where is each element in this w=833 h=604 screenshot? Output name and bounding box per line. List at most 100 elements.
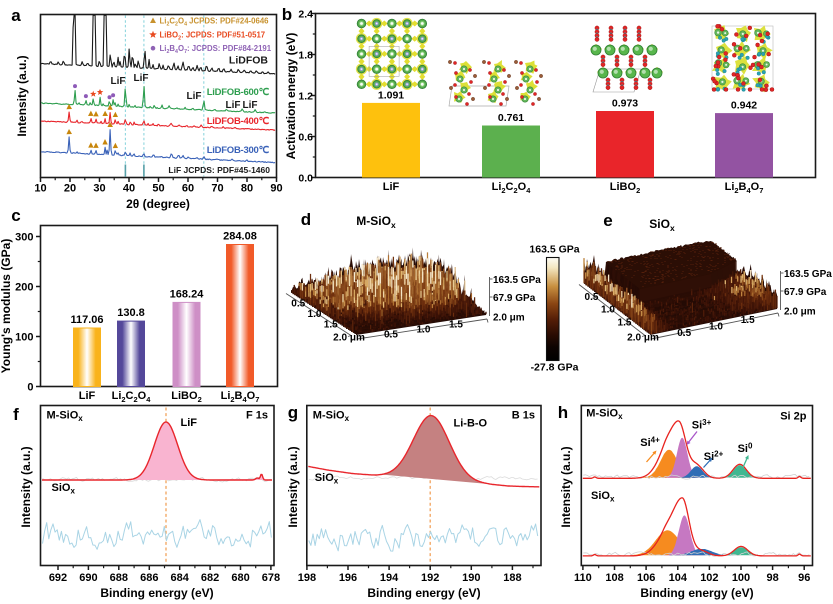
svg-text:LiBO2​: JCPDS: PDF#51-0517: LiBO2​: JCPDS: PDF#51-0517 bbox=[160, 31, 266, 42]
svg-text:1.0: 1.0 bbox=[417, 325, 431, 336]
svg-text:1.0: 1.0 bbox=[308, 309, 322, 320]
svg-text:LiF: LiF bbox=[187, 91, 202, 102]
svg-text:Young's modulus (GPa): Young's modulus (GPa) bbox=[0, 239, 13, 374]
svg-text:LiF: LiF bbox=[111, 76, 126, 87]
svg-text:0: 0 bbox=[27, 382, 33, 394]
svg-text:LiDFOB: LiDFOB bbox=[229, 55, 268, 67]
svg-text:130.8: 130.8 bbox=[117, 307, 145, 319]
svg-text:b: b bbox=[282, 5, 292, 24]
svg-text:198: 198 bbox=[298, 572, 316, 584]
svg-text:a: a bbox=[11, 6, 21, 25]
svg-text:LiF: LiF bbox=[226, 100, 241, 111]
svg-text:0.0: 0.0 bbox=[298, 172, 313, 184]
svg-text:0.973: 0.973 bbox=[612, 98, 638, 110]
svg-text:188: 188 bbox=[503, 572, 521, 584]
svg-text:2θ (degree): 2θ (degree) bbox=[126, 197, 190, 211]
svg-text:Binding energy (eV): Binding energy (eV) bbox=[100, 586, 213, 600]
svg-text:Li2​C2​O4​: Li2​C2​O4​ bbox=[112, 390, 152, 404]
svg-text:163.5 GPa: 163.5 GPa bbox=[784, 269, 832, 280]
svg-text:d: d bbox=[301, 210, 311, 229]
svg-text:692: 692 bbox=[49, 572, 67, 584]
svg-text:c: c bbox=[11, 206, 20, 225]
svg-text:LiF: LiF bbox=[181, 417, 198, 429]
svg-text:Binding energy (eV): Binding energy (eV) bbox=[367, 586, 480, 600]
svg-text:LiF: LiF bbox=[134, 73, 149, 84]
svg-text:Activation energy (eV): Activation energy (eV) bbox=[284, 33, 298, 160]
svg-text:1.5: 1.5 bbox=[741, 315, 755, 326]
svg-text:690: 690 bbox=[79, 572, 97, 584]
svg-text:300: 300 bbox=[15, 232, 33, 244]
svg-text:2.0 μm: 2.0 μm bbox=[627, 333, 659, 344]
svg-text:102: 102 bbox=[700, 572, 718, 584]
svg-text:LiF: LiF bbox=[383, 181, 400, 193]
svg-text:1.0: 1.0 bbox=[709, 322, 723, 333]
svg-text:67.9 GPa: 67.9 GPa bbox=[784, 287, 827, 298]
svg-text:0.5: 0.5 bbox=[384, 330, 398, 341]
svg-text:Li2​C2​O4​: Li2​C2​O4​ bbox=[492, 181, 532, 195]
svg-text:1.091: 1.091 bbox=[378, 89, 404, 101]
svg-text:2.0 μm: 2.0 μm bbox=[333, 333, 365, 344]
svg-text:60: 60 bbox=[182, 183, 194, 195]
svg-text:F 1s: F 1s bbox=[246, 410, 268, 422]
svg-text:M-SiOx: M-SiOx bbox=[356, 214, 396, 230]
svg-text:96: 96 bbox=[798, 572, 810, 584]
svg-text:70: 70 bbox=[211, 183, 223, 195]
svg-text:LiF JCPDS: PDF#45-1460: LiF JCPDS: PDF#45-1460 bbox=[168, 165, 270, 175]
svg-text:1.8: 1.8 bbox=[298, 49, 313, 61]
svg-text:196: 196 bbox=[339, 572, 357, 584]
svg-text:Li2​C2​O4​ JCPDS: PDF#24-0646: Li2​C2​O4​ JCPDS: PDF#24-0646 bbox=[160, 17, 270, 28]
svg-text:Li2​B4​O7​: Li2​B4​O7​ bbox=[725, 181, 764, 195]
svg-text:98: 98 bbox=[766, 572, 778, 584]
svg-text:100: 100 bbox=[15, 332, 33, 344]
svg-text:100: 100 bbox=[732, 572, 750, 584]
svg-text:LiF: LiF bbox=[79, 390, 96, 402]
svg-text:0.761: 0.761 bbox=[498, 112, 524, 124]
svg-text:200: 200 bbox=[15, 282, 33, 294]
svg-text:1.5: 1.5 bbox=[618, 317, 632, 328]
svg-text:f: f bbox=[13, 405, 19, 424]
svg-text:0.942: 0.942 bbox=[731, 100, 757, 112]
svg-text:g: g bbox=[288, 403, 298, 422]
svg-text:678: 678 bbox=[262, 572, 280, 584]
svg-text:Intensity (a.u.): Intensity (a.u.) bbox=[286, 446, 300, 527]
svg-text:2.4: 2.4 bbox=[298, 8, 313, 20]
svg-text:1.5: 1.5 bbox=[324, 320, 338, 331]
svg-text:80: 80 bbox=[241, 183, 253, 195]
svg-text:684: 684 bbox=[171, 572, 190, 584]
svg-text:LiDFOB-400℃: LiDFOB-400℃ bbox=[207, 116, 270, 127]
svg-text:M-SiOx: M-SiOx bbox=[47, 410, 84, 424]
svg-text:2.0 μm: 2.0 μm bbox=[784, 307, 816, 318]
svg-text:h: h bbox=[558, 403, 568, 422]
svg-text:40: 40 bbox=[123, 183, 135, 195]
svg-text:e: e bbox=[603, 211, 612, 230]
svg-text:682: 682 bbox=[201, 572, 219, 584]
svg-text:686: 686 bbox=[140, 572, 158, 584]
svg-text:Li-B-O: Li-B-O bbox=[454, 418, 488, 430]
svg-text:M-SiOx: M-SiOx bbox=[586, 408, 623, 422]
svg-text:1.5: 1.5 bbox=[449, 320, 463, 331]
svg-text:M-SiOx: M-SiOx bbox=[313, 410, 350, 424]
svg-text:163.5 GPa: 163.5 GPa bbox=[493, 275, 541, 286]
svg-text:117.06: 117.06 bbox=[70, 314, 103, 326]
svg-text:194: 194 bbox=[380, 572, 399, 584]
svg-text:2.0 μm: 2.0 μm bbox=[493, 313, 525, 324]
svg-text:Li2​B4​O7​: JCPDS: PDF#84-2191: Li2​B4​O7​: JCPDS: PDF#84-2191 bbox=[160, 44, 272, 55]
svg-text:30: 30 bbox=[93, 183, 105, 195]
svg-text:106: 106 bbox=[637, 572, 655, 584]
svg-text:10: 10 bbox=[34, 183, 46, 195]
svg-text:0.5: 0.5 bbox=[585, 292, 599, 303]
svg-text:680: 680 bbox=[231, 572, 249, 584]
svg-text:190: 190 bbox=[462, 572, 480, 584]
svg-text:108: 108 bbox=[605, 572, 623, 584]
svg-text:LiBO2​: LiBO2​ bbox=[171, 390, 201, 404]
svg-text:192: 192 bbox=[421, 572, 439, 584]
svg-text:SiOx: SiOx bbox=[649, 217, 675, 233]
svg-text:Intensity (a.u.): Intensity (a.u.) bbox=[559, 446, 573, 527]
svg-text:50: 50 bbox=[152, 183, 164, 195]
svg-text:LiF: LiF bbox=[243, 100, 258, 111]
svg-text:Intensity (a.u.): Intensity (a.u.) bbox=[15, 55, 29, 136]
svg-text:Li2​B4​O7​: Li2​B4​O7​ bbox=[221, 390, 260, 404]
svg-text:104: 104 bbox=[669, 572, 688, 584]
svg-text:SiOx: SiOx bbox=[315, 472, 339, 486]
svg-text:67.9 GPa: 67.9 GPa bbox=[493, 293, 536, 304]
